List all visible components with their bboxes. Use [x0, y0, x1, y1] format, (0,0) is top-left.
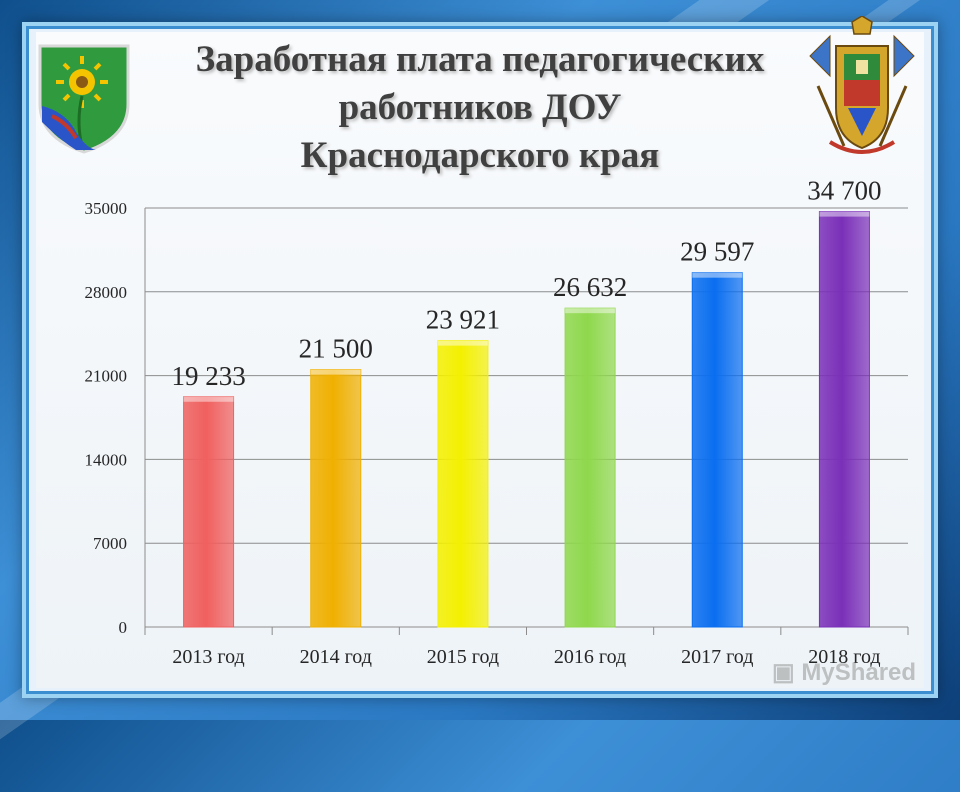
- y-tick-label: 35000: [85, 199, 128, 218]
- x-tick-label: 2014 год: [300, 646, 372, 668]
- bar-highlight: [183, 396, 234, 402]
- x-tick-label: 2017 год: [681, 646, 753, 668]
- title-line-1: Заработная плата педагогических: [195, 39, 765, 80]
- data-label: 26 632: [553, 272, 627, 302]
- municipal-coat-of-arms-icon: [38, 44, 130, 154]
- y-tick-label: 21000: [85, 367, 128, 386]
- bar-highlight: [819, 211, 870, 217]
- salary-bar-chart: 0 7000 14000 21000 28000 35000 19 233 2013 год 2…: [85, 176, 909, 668]
- bar-highlight: [437, 340, 488, 346]
- bar-2015-год: [437, 340, 489, 628]
- bar-2014-год: [310, 369, 362, 628]
- bar-2018-год: [818, 211, 870, 628]
- bar-2017-год: [691, 272, 743, 628]
- y-tick-label: 28000: [85, 283, 128, 302]
- presentation-screen-icon: ▣: [772, 659, 795, 686]
- data-label: 19 233: [171, 361, 245, 391]
- x-tick-label: 2016 год: [554, 646, 626, 668]
- title-line-2: работников ДОУ: [338, 87, 622, 128]
- data-label: 23 921: [426, 305, 500, 335]
- data-label: 21 500: [299, 334, 373, 364]
- x-tick-label: 2018 год: [808, 646, 880, 668]
- data-label: 29 597: [680, 237, 754, 267]
- bar-highlight: [565, 308, 616, 314]
- watermark-text: MyShared: [801, 659, 917, 686]
- x-tick-label: 2013 год: [172, 646, 244, 668]
- bar-2016-год: [564, 307, 616, 628]
- bar-highlight: [692, 272, 743, 278]
- y-tick-label: 0: [119, 618, 128, 637]
- title-line-3: Краснодарского края: [300, 135, 660, 176]
- y-tick-label: 14000: [85, 450, 128, 469]
- data-label: 34 700: [807, 176, 881, 206]
- watermark: ▣ MyShared: [772, 658, 916, 687]
- x-tick-label: 2015 год: [427, 646, 499, 668]
- krasnodar-krai-coat-of-arms-icon: [809, 16, 915, 154]
- y-tick-label: 7000: [93, 534, 127, 553]
- bar-2013-год: [183, 396, 235, 628]
- page-title: Заработная плата педагогических работник…: [120, 36, 840, 180]
- bar-highlight: [310, 369, 361, 375]
